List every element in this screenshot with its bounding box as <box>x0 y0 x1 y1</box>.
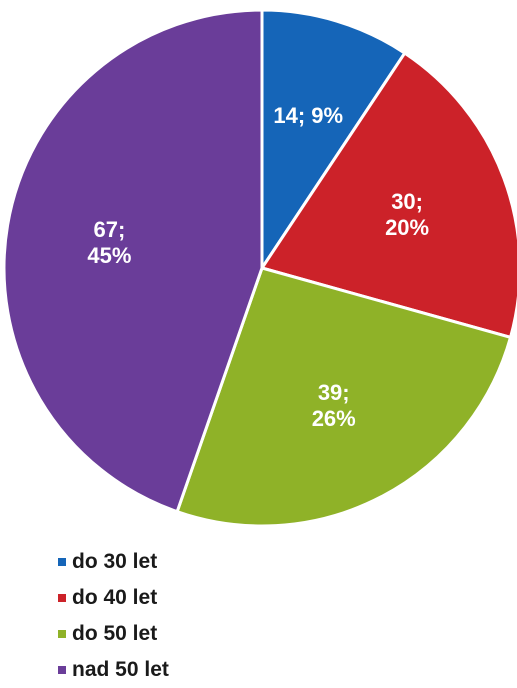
legend-item: do 40 let <box>58 580 169 616</box>
legend-item: nad 50 let <box>58 652 169 688</box>
pie-chart: 14; 9% 30; 20% 39; 26% 67; 45% <box>2 8 517 528</box>
legend: do 30 let do 40 let do 50 let nad 50 let <box>58 544 169 688</box>
slice-label-line: 45% <box>87 243 131 268</box>
slice-label-4: 67; 45% <box>87 217 131 268</box>
legend-label: do 40 let <box>72 586 158 609</box>
slice-label-3: 39; 26% <box>312 380 356 431</box>
slice-label-line: 67; <box>93 217 125 242</box>
legend-label: nad 50 let <box>72 658 169 681</box>
slice-label-line: 39; <box>318 380 350 405</box>
slice-label-1: 14; 9% <box>273 103 343 128</box>
slice-label-line: 14; 9% <box>273 103 343 128</box>
pie-slice-2 <box>260 51 517 339</box>
legend-swatch-icon <box>58 666 66 674</box>
legend-item: do 50 let <box>58 616 169 652</box>
slice-label-line: 30; <box>391 189 423 214</box>
slice-label-line: 20% <box>385 215 429 240</box>
legend-swatch-icon <box>58 594 66 602</box>
legend-swatch-icon <box>58 558 66 566</box>
legend-label: do 50 let <box>72 622 158 645</box>
legend-label: do 30 let <box>72 550 158 573</box>
slice-labels: 14; 9% 30; 20% 39; 26% 67; 45% <box>87 103 429 431</box>
legend-item: do 30 let <box>58 544 169 580</box>
slice-label-2: 30; 20% <box>385 189 429 240</box>
legend-swatch-icon <box>58 630 66 638</box>
pie-slice-1 <box>260 8 407 270</box>
slice-label-line: 26% <box>312 406 356 431</box>
pie-slice-3 <box>175 266 512 528</box>
pie-slice-4 <box>2 8 264 514</box>
